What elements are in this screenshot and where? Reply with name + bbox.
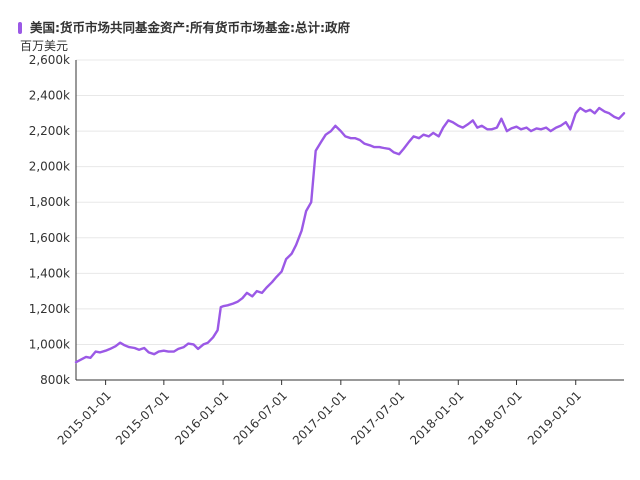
legend-swatch [18, 22, 22, 34]
series-group [74, 106, 626, 364]
gridlines [76, 59, 624, 345]
y-tick-label: 800k [40, 373, 70, 387]
x-tick-label: 2015-07-01 [113, 388, 172, 447]
axes [75, 60, 624, 381]
x-tick-label: 2015-01-01 [55, 388, 114, 447]
x-tick-label: 2018-01-01 [407, 388, 466, 447]
y-tick-label: 2,200k [29, 124, 70, 138]
x-tick-label: 2016-07-01 [231, 388, 290, 447]
x-tick-label: 2018-07-01 [466, 388, 525, 447]
y-tick-label: 2,000k [29, 160, 70, 174]
y-tick-label: 1,200k [29, 302, 70, 316]
y-tick-label: 1,600k [29, 231, 70, 245]
x-tick-label: 2017-01-01 [290, 388, 349, 447]
y-tick-label: 1,800k [29, 195, 70, 209]
y-tick-label: 1,400k [29, 266, 70, 280]
x-tick-label: 2016-01-01 [172, 388, 231, 447]
y-axis-ticks: 800k 1,000k 1,200k 1,400k 1,600k 1,800k 2,000k… [29, 53, 70, 387]
y-axis-unit-label: 百万美元 [20, 39, 68, 53]
legend-label: 美国:货币市场共同基金资产:所有货币市场基金:总计:政府 [30, 20, 350, 35]
x-tick-label: 2017-07-01 [348, 388, 407, 447]
x-axis-ticks: 2015-01-01 2015-07-01 2016-01-01 2016-07-01… [55, 380, 584, 448]
legend: 美国:货币市场共同基金资产:所有货币市场基金:总计:政府 [18, 20, 350, 35]
y-tick-label: 2,400k [29, 89, 70, 103]
y-tick-label: 1,000k [29, 337, 70, 351]
y-tick-label: 2,600k [29, 53, 70, 67]
x-tick-label: 2019-01-01 [525, 388, 584, 447]
series-line-0 [74, 106, 626, 364]
